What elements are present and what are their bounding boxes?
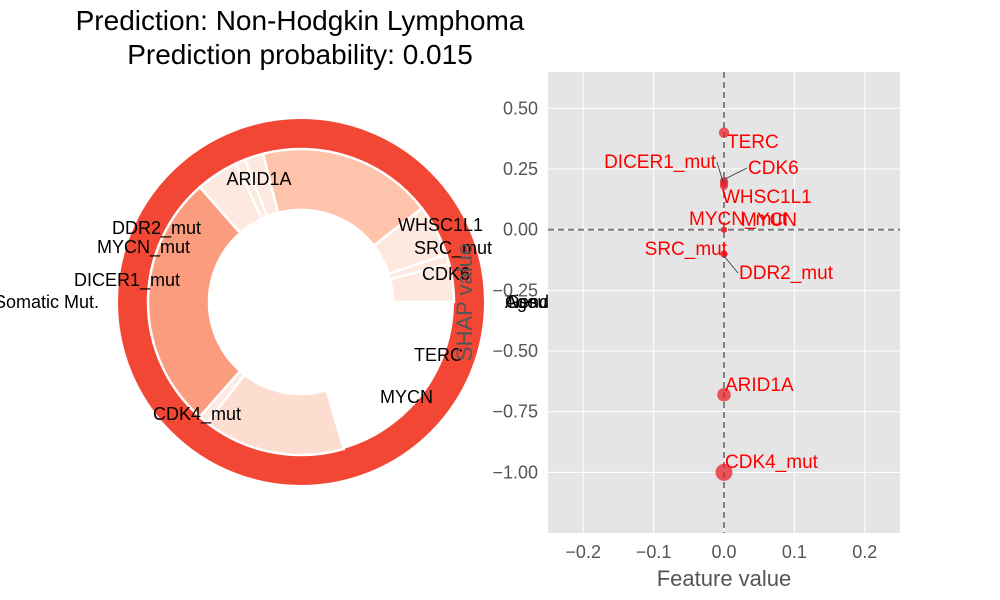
title-prediction: Prediction: Non-Hodgkin Lymphoma xyxy=(75,5,525,36)
inner-slice-cdk4-mut xyxy=(146,185,242,419)
inner-label-cdk6: CDK6 xyxy=(422,264,470,284)
point-label-ddr2-mut: DDR2_mut xyxy=(739,263,834,284)
donut-chart: Somatic Mut. AgeGenderTissueWHSC1L1SRC_mu… xyxy=(0,119,565,485)
inner-label-terc: TERC xyxy=(414,345,463,365)
x-tick-label: −0.1 xyxy=(636,542,672,562)
inner-label-arid1a: ARID1A xyxy=(226,169,291,189)
inner-label-ddr2-mut: DDR2_mut xyxy=(112,218,201,239)
y-axis-label: SHAP value xyxy=(452,243,477,361)
point-label-whsc1l1: WHSC1L1 xyxy=(722,187,812,208)
point-label-cdk4-mut: CDK4_mut xyxy=(725,452,819,473)
y-tick-label: −0.25 xyxy=(492,280,538,300)
leader-cdk6 xyxy=(722,167,748,181)
point-whsc1l1 xyxy=(720,182,728,191)
leader-dicer1-mut xyxy=(716,161,724,183)
inner-label-mycn-mut: MYCN_mut xyxy=(97,237,190,258)
x-tick-label: 0.1 xyxy=(782,542,807,562)
y-tick-label: −1.00 xyxy=(492,462,538,482)
point-cdk4-mut xyxy=(715,463,733,481)
point-label-dicer1-mut: DICER1_mut xyxy=(604,152,717,173)
inner-label-src-mut: SRC_mut xyxy=(414,238,492,259)
point-terc xyxy=(718,127,730,138)
point-label-terc: TERC xyxy=(727,132,779,153)
x-tick-label: 0.2 xyxy=(852,542,877,562)
y-tick-label: −0.75 xyxy=(492,402,538,422)
outer-label-somatic-mut: Somatic Mut. xyxy=(0,292,99,312)
inner-label-mycn: MYCN xyxy=(380,387,433,407)
outer-label-tissue: Tissue xyxy=(505,292,557,312)
point-arid1a xyxy=(717,387,731,402)
inner-label-dicer1-mut: DICER1_mut xyxy=(74,270,180,291)
inner-slice-terc xyxy=(205,372,346,457)
x-tick-label: 0.0 xyxy=(711,542,736,562)
leader-ddr2-mut xyxy=(723,255,739,274)
y-tick-label: 0.00 xyxy=(503,220,538,240)
figure-title: Prediction: Non-Hodgkin Lymphoma Predict… xyxy=(0,4,600,72)
point-label-mycn-mut: MYCN_mut xyxy=(689,209,788,230)
y-tick-label: 0.50 xyxy=(503,98,538,118)
point-ddr2-mut xyxy=(720,250,728,258)
inner-label-cdk4-mut: CDK4_mut xyxy=(153,404,241,425)
x-axis-label: Feature value xyxy=(657,566,792,591)
x-tick-label: −0.2 xyxy=(565,542,601,562)
inner-label-whsc1l1: WHSC1L1 xyxy=(398,215,483,235)
y-tick-label: 0.25 xyxy=(503,159,538,179)
point-label-src-mut: SRC_mut xyxy=(645,239,728,260)
outer-ring-somatic-mut xyxy=(118,119,484,485)
point-label-arid1a: ARID1A xyxy=(725,375,794,396)
title-probability: Prediction probability: 0.015 xyxy=(127,39,473,70)
point-mycn xyxy=(721,226,727,233)
y-tick-label: −0.50 xyxy=(492,341,538,361)
point-label-mycn: MYCN xyxy=(741,210,797,231)
scatter-chart: −0.2 −0.1 0.0 0.1 0.2 0.50 0.25 0.00 −0.25 −0.50 −… xyxy=(452,72,900,591)
point-label-cdk6: CDK6 xyxy=(748,158,799,179)
outer-label-age: Age xyxy=(505,292,537,312)
